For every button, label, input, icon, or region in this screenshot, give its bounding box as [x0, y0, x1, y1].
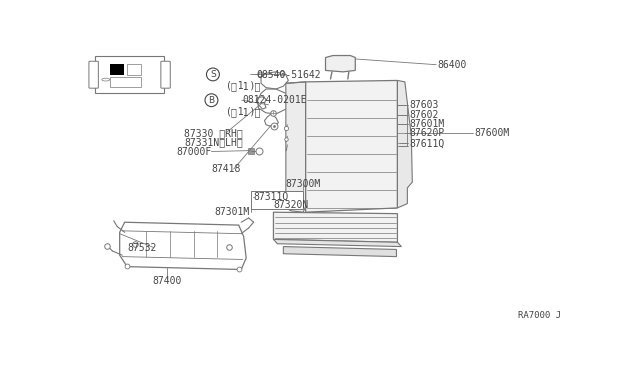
Text: 87532: 87532: [127, 243, 157, 253]
Text: 〈 1 〉: 〈 1 〉: [231, 81, 260, 91]
Text: 87611Q: 87611Q: [410, 138, 445, 148]
Bar: [251, 191, 303, 209]
Text: 87311Q: 87311Q: [253, 192, 289, 202]
Text: 87602: 87602: [410, 110, 439, 120]
Polygon shape: [273, 240, 401, 247]
Text: 08124-0201E: 08124-0201E: [243, 96, 307, 106]
FancyBboxPatch shape: [95, 56, 164, 93]
Polygon shape: [306, 80, 397, 212]
Text: 87620P: 87620P: [410, 128, 445, 138]
Text: 87330 （RH）: 87330 （RH）: [184, 128, 243, 138]
Text: S: S: [210, 70, 216, 79]
Text: ( 1 ): ( 1 ): [227, 81, 256, 91]
Bar: [127, 64, 141, 75]
Text: 87418: 87418: [211, 164, 241, 174]
Polygon shape: [273, 212, 397, 242]
Text: 87320N: 87320N: [273, 200, 308, 210]
Text: 08540-51642: 08540-51642: [256, 70, 321, 80]
Text: 87301M: 87301M: [214, 207, 249, 217]
Text: 87000F: 87000F: [177, 147, 212, 157]
Text: 87601M: 87601M: [410, 119, 445, 129]
Polygon shape: [397, 80, 412, 208]
Bar: [110, 77, 141, 87]
Text: 87400: 87400: [152, 276, 182, 286]
Text: ( 1 ): ( 1 ): [227, 106, 256, 116]
Polygon shape: [286, 82, 306, 212]
Text: RA7000 J: RA7000 J: [518, 311, 561, 320]
Polygon shape: [284, 247, 396, 257]
Text: 〈 1 〉: 〈 1 〉: [231, 107, 260, 117]
Bar: [110, 64, 124, 75]
Text: 87300M: 87300M: [286, 179, 321, 189]
Text: 86400: 86400: [437, 60, 467, 70]
FancyBboxPatch shape: [161, 61, 170, 88]
Text: 87603: 87603: [410, 100, 439, 110]
Text: 87600M: 87600M: [474, 128, 509, 138]
FancyBboxPatch shape: [89, 61, 99, 88]
Text: B: B: [209, 96, 214, 105]
Text: 87331N（LH）: 87331N（LH）: [184, 137, 243, 147]
Ellipse shape: [102, 78, 110, 81]
Polygon shape: [326, 55, 355, 72]
